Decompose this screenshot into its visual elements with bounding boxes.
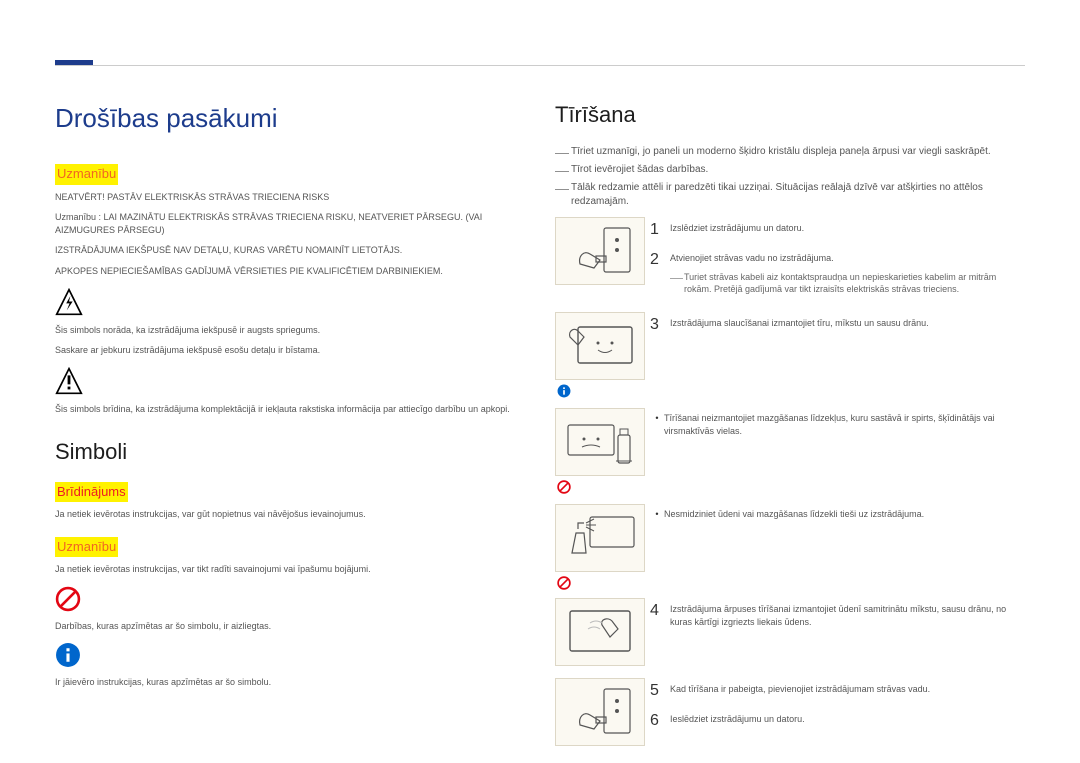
page-title: Drošības pasākumi bbox=[55, 100, 515, 136]
prohibit-row bbox=[55, 586, 515, 612]
cleaning-title: Tīrīšana bbox=[555, 100, 1025, 131]
step-4: 4 Izstrādājuma ārpuses tīrīšanai izmanto… bbox=[650, 600, 1025, 628]
bullet-dot: • bbox=[650, 508, 664, 521]
step-num-1: 1 bbox=[650, 219, 670, 241]
step-2-text: Atvienojiet strāvas vadu no izstrādājuma… bbox=[670, 253, 834, 263]
step-row-5: 5 Kad tīrīšana ir pabeigta, pievienojiet… bbox=[555, 678, 1025, 750]
bullet-dot: • bbox=[650, 412, 664, 425]
bullet-row-2: • Nesmidziniet ūdeni vai mazgāšanas līdz… bbox=[555, 504, 1025, 590]
bullet-row-1: • Tīrīšanai neizmantojiet mazgāšanas līd… bbox=[555, 408, 1025, 494]
warning-text: Ja netiek ievērotas instrukcijas, var gū… bbox=[55, 508, 515, 521]
step-3: 3 Izstrādājuma slaucīšanai izmantojiet t… bbox=[650, 314, 1025, 336]
step-2: 2 Atvienojiet strāvas vadu no izstrādāju… bbox=[650, 249, 1025, 296]
step-6-text: Ieslēdziet izstrādājumu un datoru. bbox=[670, 710, 1025, 726]
step-2-note: ― Turiet strāvas kabeli aiz kontaktsprau… bbox=[670, 271, 1025, 296]
symbol-voltage-row bbox=[55, 288, 515, 316]
info-row bbox=[55, 642, 515, 668]
dash-icon: ― bbox=[555, 145, 571, 159]
warning-triangle-text: Šis simbols brīdina, ka izstrādājuma kom… bbox=[55, 403, 515, 416]
caution-text-2: Uzmanību : LAI MAZINĀTU ELEKTRISKĀS STRĀ… bbox=[55, 211, 515, 236]
cleaning-intro-2-text: Tīrot ievērojiet šādas darbības. bbox=[571, 163, 708, 177]
left-column: Drošības pasākumi Uzmanību NEATVĒRT! PAS… bbox=[55, 100, 515, 697]
illus-no-spray bbox=[555, 504, 650, 590]
warning-triangle-icon bbox=[55, 367, 87, 395]
caution-text-3: IZSTRĀDĀJUMA IEKŠPUSĒ NAV DETAĻU, KURAS … bbox=[55, 244, 515, 257]
prohibit-icon bbox=[55, 586, 87, 612]
caution-text-5: Ja netiek ievērotas instrukcijas, var ti… bbox=[55, 563, 515, 576]
step-5: 5 Kad tīrīšana ir pabeigta, pievienojiet… bbox=[650, 680, 1025, 702]
step-2-note-text: Turiet strāvas kabeli aiz kontaktspraudņ… bbox=[684, 271, 1025, 296]
dash-icon: ― bbox=[670, 271, 684, 296]
illus-wipe bbox=[555, 312, 650, 398]
voltage-icon bbox=[55, 288, 87, 316]
cleaning-intro-3-text: Tālāk redzamie attēli ir paredzēti tikai… bbox=[571, 181, 1025, 209]
caution-text-4: APKOPES NEPIECIEŠAMĪBAS GADĪJUMĀ VĒRSIET… bbox=[55, 265, 515, 278]
step-4-text: Izstrādājuma ārpuses tīrīšanai izmantoji… bbox=[670, 600, 1025, 628]
cleaning-intro-1: ― Tīriet uzmanīgi, jo paneli un moderno … bbox=[555, 145, 1025, 159]
step-1-text: Izslēdziet izstrādājumu un datoru. bbox=[670, 219, 1025, 235]
step-row-4: 4 Izstrādājuma ārpuses tīrīšanai izmanto… bbox=[555, 598, 1025, 670]
illus-unplug bbox=[555, 217, 650, 304]
step-row-1: 1 Izslēdziet izstrādājumu un datoru. 2 A… bbox=[555, 217, 1025, 304]
step-num-5: 5 bbox=[650, 680, 670, 702]
step-num-3: 3 bbox=[650, 314, 670, 336]
step-3-text: Izstrādājuma slaucīšanai izmantojiet tīr… bbox=[670, 314, 1025, 330]
cleaning-intro-1-text: Tīriet uzmanīgi, jo paneli un moderno šķ… bbox=[571, 145, 991, 159]
step-6: 6 Ieslēdziet izstrādājumu un datoru. bbox=[650, 710, 1025, 732]
illus-no-detergent bbox=[555, 408, 650, 494]
step-row-3: 3 Izstrādājuma slaucīšanai izmantojiet t… bbox=[555, 312, 1025, 398]
bullet-1-text: Tīrīšanai neizmantojiet mazgāšanas līdze… bbox=[664, 412, 1025, 437]
top-border bbox=[55, 65, 1025, 66]
step-1: 1 Izslēdziet izstrādājumu un datoru. bbox=[650, 219, 1025, 241]
step-num-4: 4 bbox=[650, 600, 670, 622]
dash-icon: ― bbox=[555, 181, 571, 209]
info-text: Ir jāievēro instrukcijas, kuras apzīmēta… bbox=[55, 676, 515, 689]
step-num-6: 6 bbox=[650, 710, 670, 732]
voltage-text-2: Saskare ar jebkuru izstrādājuma iekšpusē… bbox=[55, 344, 515, 357]
illus-plug-in bbox=[555, 678, 650, 750]
cleaning-intro-3: ― Tālāk redzamie attēli ir paredzēti tik… bbox=[555, 181, 1025, 209]
illus-wipe-outside bbox=[555, 598, 650, 670]
info-icon bbox=[55, 642, 87, 668]
caution-text-1: NEATVĒRT! PASTĀV ELEKTRISKĀS STRĀVAS TRI… bbox=[55, 191, 515, 204]
step-5-text: Kad tīrīšana ir pabeigta, pievienojiet i… bbox=[670, 680, 1025, 696]
step-num-2: 2 bbox=[650, 249, 670, 271]
caution-label-2: Uzmanību bbox=[55, 537, 118, 557]
caution-label-1: Uzmanību bbox=[55, 164, 118, 184]
right-column: Tīrīšana ― Tīriet uzmanīgi, jo paneli un… bbox=[555, 100, 1025, 756]
bullet-2-text: Nesmidziniet ūdeni vai mazgāšanas līdzek… bbox=[664, 508, 1025, 521]
dash-icon: ― bbox=[555, 163, 571, 177]
voltage-text-1: Šis simbols norāda, ka izstrādājuma iekš… bbox=[55, 324, 515, 337]
warning-label: Brīdinājums bbox=[55, 482, 128, 502]
prohibit-text: Darbības, kuras apzīmētas ar šo simbolu,… bbox=[55, 620, 515, 633]
symbol-warning-row bbox=[55, 367, 515, 395]
cleaning-intro-2: ― Tīrot ievērojiet šādas darbības. bbox=[555, 163, 1025, 177]
simboli-title: Simboli bbox=[55, 437, 515, 468]
